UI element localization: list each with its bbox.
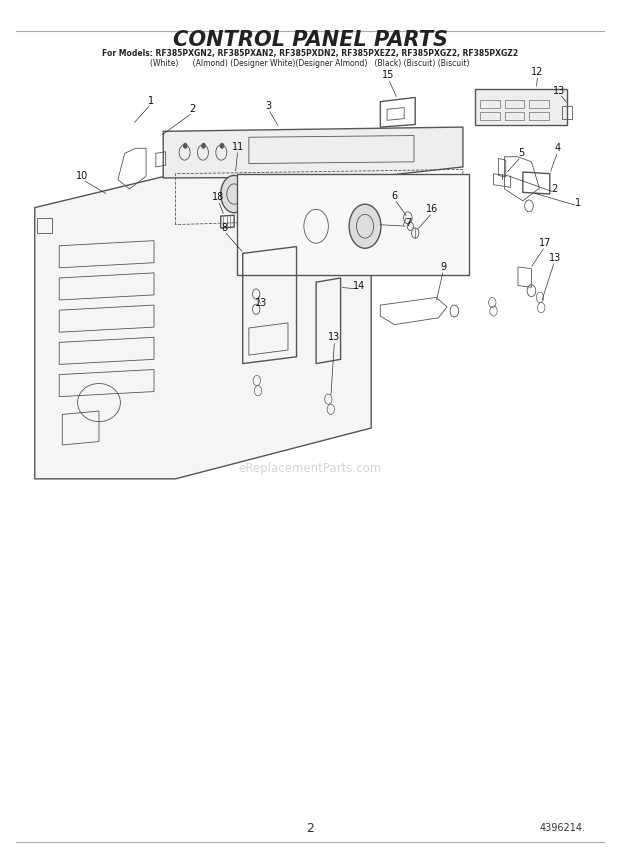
Text: 4: 4 (555, 143, 560, 153)
Text: 14: 14 (353, 281, 365, 290)
Text: 13: 13 (255, 298, 267, 307)
Circle shape (349, 205, 381, 248)
Polygon shape (35, 174, 371, 479)
Text: 13: 13 (549, 253, 561, 263)
Text: eReplacementParts.com: eReplacementParts.com (238, 462, 382, 475)
Text: 8: 8 (221, 223, 228, 233)
Circle shape (220, 143, 224, 148)
Text: (White)      (Almond) (Designer White)(Designer Almond)   (Black) (Biscuit) (Bis: (White) (Almond) (Designer White)(Design… (150, 59, 470, 68)
Text: 2: 2 (190, 104, 196, 115)
Text: 6: 6 (391, 191, 397, 201)
Text: 16: 16 (426, 205, 438, 214)
Text: 10: 10 (76, 171, 89, 181)
Circle shape (184, 143, 187, 148)
Text: 13: 13 (554, 86, 565, 96)
Text: 11: 11 (232, 141, 244, 152)
Text: 18: 18 (212, 193, 224, 202)
Text: 5: 5 (518, 148, 524, 158)
Polygon shape (163, 127, 463, 178)
Text: 12: 12 (531, 67, 544, 77)
Text: 9: 9 (440, 262, 446, 272)
Text: For Models: RF385PXGN2, RF385PXAN2, RF385PXDN2, RF385PXEZ2, RF385PXGZ2, RF385PXG: For Models: RF385PXGN2, RF385PXAN2, RF38… (102, 49, 518, 58)
Text: 1: 1 (575, 198, 581, 207)
Text: 3: 3 (265, 101, 272, 111)
Text: CONTROL PANEL PARTS: CONTROL PANEL PARTS (172, 30, 448, 50)
Text: 2: 2 (552, 184, 558, 194)
Text: 2: 2 (306, 822, 314, 835)
Circle shape (202, 143, 205, 148)
Text: 13: 13 (329, 332, 340, 342)
Polygon shape (475, 89, 567, 124)
Polygon shape (237, 174, 469, 276)
Circle shape (221, 175, 247, 212)
Text: 17: 17 (539, 238, 551, 248)
Text: 4396214.: 4396214. (539, 823, 585, 833)
Text: 7: 7 (405, 218, 411, 228)
Text: 15: 15 (382, 70, 394, 80)
Text: 1: 1 (148, 96, 154, 106)
